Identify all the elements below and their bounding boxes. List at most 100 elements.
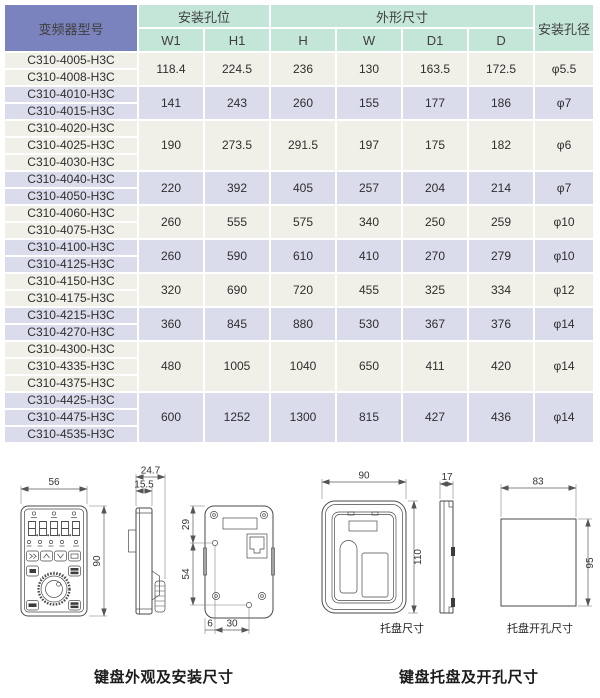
value-cell: 175 (403, 121, 468, 170)
rear-label-slot (222, 517, 258, 530)
status-led-icons (31, 511, 77, 518)
table-row: C310-4008-H3C (5, 70, 593, 85)
table-row: C310-4005-H3C 118.4 224.5 236 130 163.5 172.5 φ… (5, 53, 594, 85)
value-cell: 590 (205, 240, 270, 272)
table-row: C310-4040-H3C 220 392 405 257 204 214 φ7 (5, 172, 594, 204)
value-cell: 880 (271, 308, 336, 340)
value-cell: 480 (139, 342, 203, 391)
dim-cutout-height: 95 (585, 557, 596, 569)
value-cell: 1252 (205, 393, 270, 442)
value-cell: 367 (403, 308, 468, 340)
model-cell: C310-4425-H3C (5, 393, 137, 408)
knob-cone-side (151, 570, 160, 601)
value-cell: φ14 (535, 308, 594, 340)
side-connector-tab (128, 529, 137, 553)
model-cell: C310-4375-H3C (5, 376, 137, 391)
value-cell: 405 (271, 172, 336, 204)
col-header-dim-group: 外形尺寸 (271, 5, 534, 27)
col-header-mount-group: 安装孔位 (139, 5, 270, 27)
model-cell: C310-4100-H3C (5, 240, 137, 255)
table-row: C310-4215-H3C 360 845 880 530 367 376 φ14 (5, 308, 594, 340)
value-cell: 291.5 (271, 121, 336, 170)
model-cell: C310-4175-H3C (5, 291, 137, 306)
table-row: C310-4100-H3C 260 590 610 410 270 279 φ10 (5, 240, 594, 272)
model-cell: C310-4475-H3C (5, 410, 137, 425)
value-cell: 325 (403, 274, 468, 306)
value-cell: 273.5 (205, 121, 270, 170)
mounting-hole-bottom (246, 602, 252, 608)
up-button-icon (43, 553, 50, 559)
value-cell: 224.5 (205, 53, 270, 85)
tray-cutout-view: 83 95 托盘开孔尺寸 (500, 477, 596, 635)
model-cell: C310-4010-H3C (5, 87, 137, 102)
value-cell: 1300 (271, 393, 336, 442)
knob-knurl-side (154, 580, 166, 613)
table-row: C310-4535-H3C (5, 427, 593, 442)
value-cell: 610 (271, 240, 336, 272)
value-cell: φ7 (535, 87, 594, 119)
model-cell: C310-4008-H3C (5, 70, 137, 85)
tray-top-slot (348, 520, 378, 532)
dim-keypad-depth-body: 15.5 (134, 480, 154, 491)
col-header-w1: W1 (139, 29, 203, 51)
tray-clip-top (451, 547, 455, 556)
table-row: C310-4050-H3C (5, 189, 593, 204)
value-cell: 130 (337, 53, 402, 85)
down-button-icon (57, 553, 64, 559)
mount-rail-left (203, 547, 207, 576)
table-row: C310-4150-H3C 320 690 720 455 325 334 φ12 (5, 274, 594, 306)
unit-indicator-icons (26, 540, 79, 547)
value-cell: 155 (337, 87, 402, 119)
model-cell: C310-4125-H3C (5, 257, 137, 272)
value-cell: 1040 (271, 342, 336, 391)
table-row: C310-4125-H3C (5, 257, 593, 272)
value-cell: φ10 (535, 240, 594, 272)
model-cell: C310-4270-H3C (5, 325, 137, 340)
col-header-h1: H1 (205, 29, 270, 51)
value-cell: 690 (205, 274, 270, 306)
keypad-buttons (26, 550, 81, 611)
tray-side-view: 17 (439, 472, 455, 614)
rj45-port (246, 533, 268, 559)
dim-hole-off: 6 (207, 619, 213, 630)
value-cell: φ12 (535, 274, 594, 306)
rotary-knob (37, 571, 71, 606)
model-cell: C310-4040-H3C (5, 172, 137, 187)
model-cell: C310-4075-H3C (5, 223, 137, 238)
tray-view-label: 托盘尺寸 (380, 621, 424, 635)
value-cell: 141 (139, 87, 203, 119)
value-cell: 118.4 (139, 53, 203, 85)
mf-button (26, 565, 39, 577)
model-cell: C310-4025-H3C (5, 138, 137, 153)
value-cell: 555 (205, 206, 270, 238)
value-cell: φ7 (535, 172, 594, 204)
model-cell: C310-4300-H3C (5, 342, 137, 357)
model-cell: C310-4215-H3C (5, 308, 137, 323)
technical-drawings: 56 90 24.7 15.5 (20, 466, 596, 635)
table-row: C310-4475-H3C (5, 410, 593, 425)
value-cell: 815 (337, 393, 402, 442)
seven-segment-display (28, 521, 80, 537)
value-cell: φ10 (535, 206, 594, 238)
table-row: C310-4060-H3C 260 555 575 340 250 259 φ10 (5, 206, 594, 238)
value-cell: 257 (337, 172, 402, 204)
spec-table-body: C310-4005-H3C 118.4 224.5 236 130 163.5 172.5 φ… (5, 53, 594, 442)
value-cell: 190 (139, 121, 203, 170)
model-cell: C310-4020-H3C (5, 121, 137, 136)
value-cell: 204 (403, 172, 468, 204)
value-cell: 250 (403, 206, 468, 238)
value-cell: 530 (337, 308, 402, 340)
value-cell: 320 (139, 274, 203, 306)
value-cell: 420 (469, 342, 534, 391)
value-cell: φ14 (535, 393, 594, 442)
value-cell: 270 (403, 240, 468, 272)
model-cell: C310-4050-H3C (5, 189, 137, 204)
value-cell: 1005 (205, 342, 270, 391)
table-row: C310-4025-H3C (5, 138, 593, 153)
value-cell: 376 (469, 308, 534, 340)
dim-keypad-depth-total: 24.7 (141, 466, 161, 477)
model-cell: C310-4150-H3C (5, 274, 137, 289)
value-cell: 845 (205, 308, 270, 340)
value-cell: 260 (139, 206, 203, 238)
value-cell: 410 (337, 240, 402, 272)
